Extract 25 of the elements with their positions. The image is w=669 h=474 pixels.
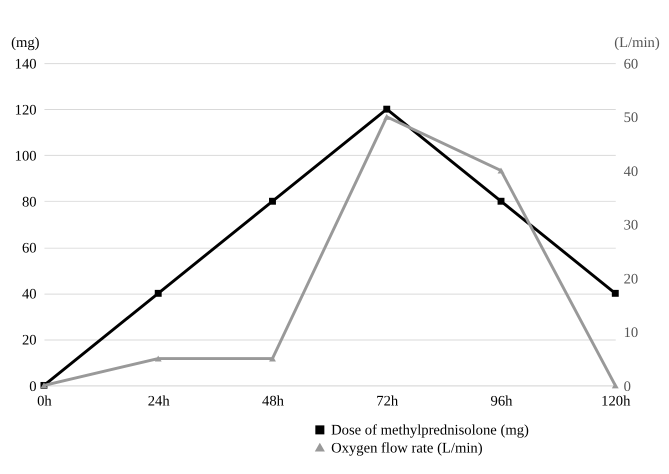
y-tick-label: 0: [29, 378, 37, 395]
y-tick-label: 40: [22, 286, 37, 303]
y-tick-label: 80: [22, 194, 37, 211]
y2-tick-label: 50: [624, 110, 638, 126]
y-tick-label: 120: [14, 102, 37, 119]
x-tick-label: 96h: [490, 393, 514, 410]
x-tick-label: 0h: [37, 393, 52, 410]
x-tick-label: 24h: [148, 393, 170, 410]
y2-tick-label: 0: [624, 378, 631, 395]
y2-tick-label: 10: [624, 325, 638, 342]
legend-label: Oxygen flow rate (L/min): [331, 440, 483, 456]
y-tick-label: 20: [22, 332, 37, 349]
x-tick-label: 48h: [262, 393, 285, 410]
y2-tick-label: 20: [624, 271, 638, 288]
y-axis-title: (mg): [11, 35, 40, 52]
y-tick-label: 60: [22, 240, 37, 257]
y-tick-label: 100: [14, 148, 37, 165]
legend-label: Dose of methylprednisolone (mg): [331, 422, 530, 439]
y2-tick-label: 60: [624, 56, 638, 72]
x-tick-label: 120h: [601, 393, 632, 410]
x-tick-label: 72h: [376, 393, 399, 410]
y2-axis-title: (L/min): [614, 35, 660, 52]
y-tick-label: 140: [14, 56, 37, 72]
y2-tick-label: 40: [624, 164, 638, 180]
y2-tick-label: 30: [624, 218, 638, 234]
